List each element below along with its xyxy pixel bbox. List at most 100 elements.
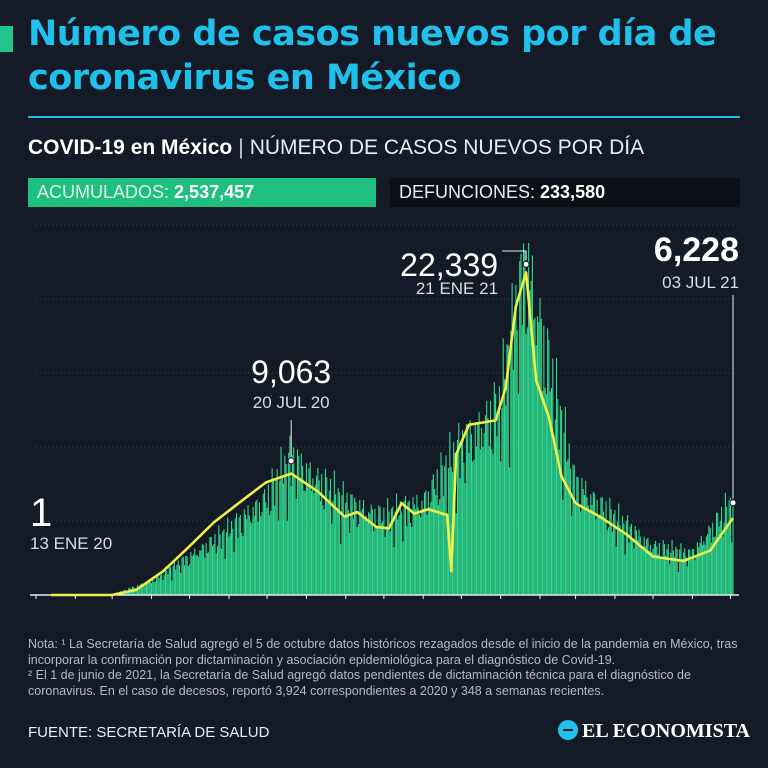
bar (331, 523, 333, 595)
bar (392, 506, 394, 595)
bar (721, 506, 723, 595)
bar (542, 391, 544, 595)
bar (333, 470, 335, 595)
bar (397, 519, 399, 595)
x-tick-label: M (184, 602, 197, 605)
bar (533, 319, 535, 595)
bar (415, 509, 417, 595)
bar (630, 523, 632, 595)
bar (559, 405, 561, 595)
bar (328, 490, 330, 595)
bar (248, 515, 250, 595)
bar (600, 497, 602, 595)
bar (635, 530, 638, 595)
bar (340, 544, 342, 595)
bar (223, 529, 225, 595)
bar (241, 532, 243, 595)
x-tick-label: S (342, 602, 352, 605)
bar (289, 435, 291, 595)
bar-group (35, 243, 734, 595)
bar (591, 504, 593, 595)
bar (262, 493, 264, 595)
bar (677, 572, 679, 595)
bar (467, 429, 469, 595)
bar (497, 409, 499, 595)
bar (538, 322, 540, 595)
bar (218, 525, 220, 595)
bar (387, 497, 389, 595)
source-credit: FUENTE: SECRETARÍA DE SALUD (28, 724, 270, 741)
bar (444, 466, 446, 595)
bar (185, 555, 187, 595)
bar (385, 525, 387, 595)
bar (159, 575, 161, 595)
bar (296, 449, 299, 595)
bar (550, 387, 552, 595)
bar (698, 547, 700, 595)
bar (201, 544, 203, 595)
x-tick-label: J (264, 602, 272, 605)
bar (288, 452, 290, 595)
bar (313, 493, 315, 595)
bar (349, 532, 351, 595)
bar (214, 534, 216, 595)
bar (605, 501, 607, 595)
annotation-date: 13 ENE 20 (30, 534, 112, 553)
bar (517, 393, 519, 595)
bar (234, 518, 236, 595)
bar (528, 243, 530, 595)
bar (177, 560, 179, 595)
bar (253, 515, 255, 595)
bar (531, 255, 533, 595)
bar (355, 501, 357, 595)
x-tick-label: F (536, 602, 545, 605)
bar (648, 550, 650, 595)
bar (469, 420, 471, 595)
bar (536, 316, 539, 595)
bar (625, 520, 627, 595)
bar (506, 344, 508, 595)
bar (582, 488, 584, 595)
bar (727, 525, 729, 595)
bar (695, 556, 697, 595)
bar (547, 328, 549, 595)
bar (164, 566, 167, 595)
bar (269, 515, 271, 595)
bar (681, 559, 683, 595)
bar (586, 497, 588, 595)
bar (351, 494, 353, 595)
bar (723, 522, 725, 595)
bar (498, 386, 500, 595)
bar (361, 508, 363, 595)
bar (628, 542, 630, 595)
bar (714, 536, 716, 595)
bar (639, 536, 641, 595)
title-divider (28, 116, 740, 118)
bar (442, 496, 445, 595)
bar (610, 509, 612, 595)
note-line-1: Nota: ¹ La Secretaría de Salud agregó el… (28, 637, 738, 667)
bar (421, 500, 423, 595)
bar (267, 484, 269, 595)
bar (374, 509, 376, 595)
bar (284, 455, 286, 595)
bar (529, 290, 531, 595)
bar (283, 483, 285, 595)
bar (368, 512, 370, 595)
bar (299, 478, 301, 595)
bar (634, 526, 636, 595)
x-tick-label: J (226, 602, 234, 605)
bar (335, 494, 337, 595)
bar (170, 567, 172, 595)
bar (157, 574, 159, 595)
bar (674, 557, 676, 595)
bar (206, 552, 208, 595)
bar (338, 492, 340, 595)
bar (585, 480, 587, 595)
bar (558, 449, 560, 595)
bar (360, 511, 362, 595)
x-tick-label: A (302, 602, 312, 605)
bar (460, 440, 462, 595)
bar (553, 443, 555, 595)
bar (277, 520, 280, 595)
